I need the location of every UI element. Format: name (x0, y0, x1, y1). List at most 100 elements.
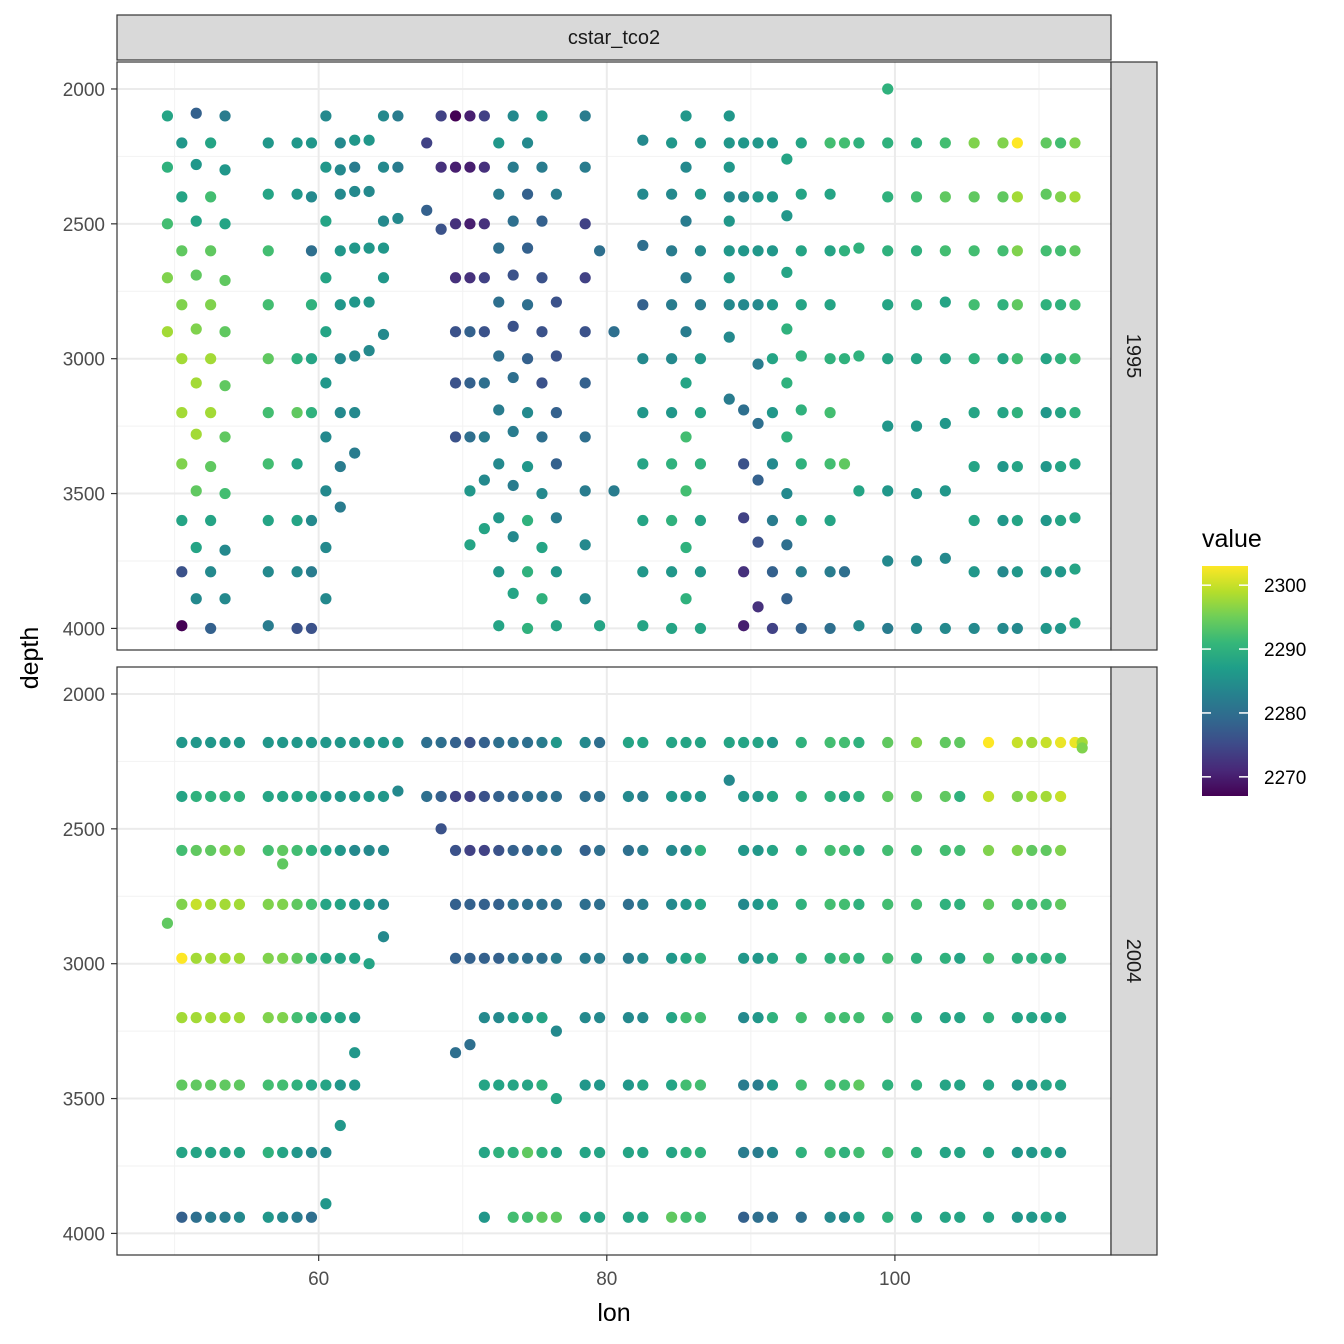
data-point (738, 458, 750, 470)
data-point (1054, 245, 1067, 257)
data-point (190, 1012, 202, 1024)
y-axis: 2000 2500 3000 3500 4000 2000 2500 3000 3500 4000 (63, 80, 117, 1245)
data-point (277, 1079, 289, 1091)
data-point (176, 566, 188, 578)
data-point (1040, 1012, 1052, 1024)
data-point (593, 952, 606, 964)
data-point (694, 1012, 707, 1024)
data-point (349, 350, 361, 362)
data-point (449, 161, 462, 173)
data-point (1011, 1012, 1023, 1024)
data-point (939, 1211, 951, 1223)
data-point (968, 137, 980, 149)
data-point (507, 110, 519, 122)
data-point (1026, 1211, 1038, 1223)
data-point (680, 161, 692, 173)
data-point (291, 1012, 303, 1024)
data-point (824, 790, 836, 803)
data-point (478, 161, 490, 173)
data-point (521, 1146, 534, 1159)
data-point (738, 404, 750, 416)
data-point (205, 736, 217, 749)
data-point (291, 844, 303, 857)
data-point (493, 844, 505, 857)
data-point (637, 299, 649, 311)
data-point (680, 215, 692, 227)
data-point (939, 1012, 951, 1024)
data-point (493, 458, 505, 470)
data-point (478, 523, 490, 535)
data-point (997, 514, 1009, 527)
data-point (377, 215, 390, 227)
data-point (421, 137, 433, 149)
data-point (824, 844, 836, 857)
data-point (205, 1211, 217, 1223)
data-point (507, 587, 519, 599)
data-point (536, 1079, 548, 1091)
data-point (262, 514, 274, 527)
data-point (997, 245, 1009, 257)
data-point (593, 1211, 606, 1223)
data-point (305, 952, 318, 964)
data-point (579, 1146, 591, 1159)
data-point (262, 620, 274, 632)
data-point (781, 539, 793, 551)
data-point (277, 1146, 289, 1159)
data-point (536, 272, 548, 284)
facet-column-label: cstar_tco2 (568, 27, 660, 49)
data-point (262, 566, 274, 578)
data-point (1011, 191, 1023, 203)
data-point (363, 134, 375, 146)
data-point (1011, 1079, 1023, 1091)
data-point (190, 844, 202, 857)
data-point (838, 844, 851, 857)
data-point (680, 898, 692, 910)
data-point (550, 620, 562, 632)
data-point (723, 215, 735, 227)
data-point (939, 296, 951, 308)
data-point (838, 137, 851, 149)
data-point (752, 1146, 764, 1159)
data-point (1069, 137, 1081, 149)
data-point (982, 952, 995, 964)
data-point (363, 185, 375, 198)
data-point (449, 1047, 462, 1059)
data-point (666, 736, 678, 749)
data-point (363, 790, 375, 803)
data-point (507, 320, 519, 332)
data-point (334, 844, 346, 857)
data-point (176, 458, 188, 470)
data-point (320, 1146, 332, 1159)
data-point (680, 1146, 692, 1159)
data-point (1054, 844, 1067, 857)
data-point (493, 736, 505, 749)
y-tick-label: 3500 (63, 1090, 105, 1111)
data-point (536, 487, 548, 500)
data-point (939, 485, 951, 497)
data-point (392, 110, 404, 122)
data-point (738, 1146, 750, 1159)
data-point (882, 844, 894, 857)
data-point (233, 790, 246, 803)
data-point (507, 790, 519, 803)
data-point (781, 377, 793, 389)
data-point (305, 622, 318, 635)
data-point (205, 137, 217, 149)
data-point (449, 898, 462, 910)
data-point (176, 620, 188, 632)
data-point (795, 188, 807, 200)
data-point (910, 191, 923, 203)
data-point (190, 215, 202, 227)
data-point (752, 358, 764, 370)
data-point (176, 790, 188, 803)
data-point (349, 134, 361, 146)
data-point (1040, 514, 1052, 527)
data-point (694, 137, 707, 149)
data-point (377, 790, 390, 803)
data-point (882, 898, 894, 910)
data-point (205, 898, 217, 910)
data-point (954, 1012, 966, 1024)
data-point (493, 1012, 505, 1024)
data-point (176, 514, 188, 527)
data-point (493, 137, 505, 149)
